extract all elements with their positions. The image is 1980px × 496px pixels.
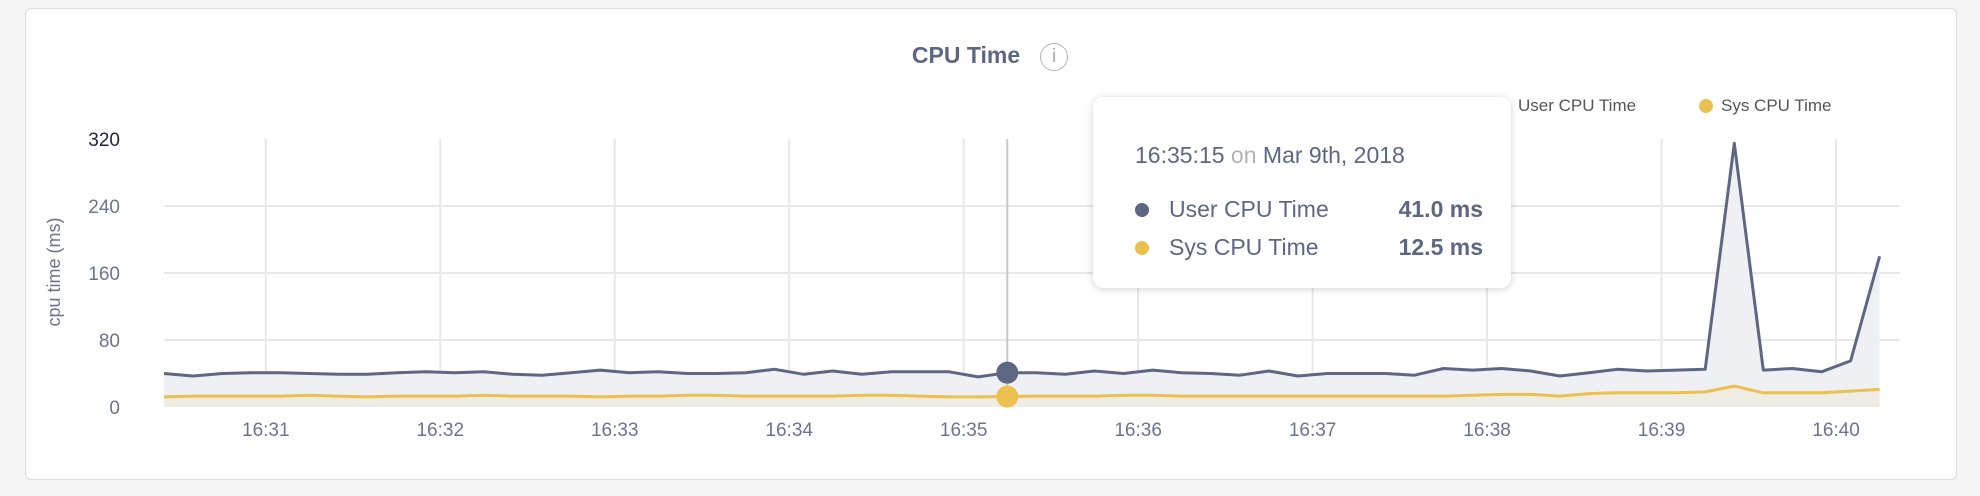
- hover-marker-sys: [996, 385, 1019, 408]
- y-tick-label: 0: [109, 398, 120, 419]
- sys-dot-icon: [1135, 240, 1149, 255]
- y-tick-label: 240: [88, 197, 120, 218]
- tooltip-user-value: 41.0 ms: [1398, 196, 1483, 222]
- x-tick-label: 16:35: [940, 420, 988, 441]
- tooltip-sys-label: Sys CPU Time: [1169, 234, 1319, 260]
- tooltip-row-sys: Sys CPU Time 12.5 ms: [1135, 234, 1483, 261]
- tooltip-on: on: [1230, 142, 1257, 168]
- series-line-user: [163, 141, 1882, 379]
- x-tick-label: 16:39: [1638, 420, 1686, 441]
- x-tick-label: 16:34: [765, 420, 813, 441]
- y-axis-label: cpu time (ms): [44, 217, 64, 326]
- legend-sys-label: Sys CPU Time: [1721, 96, 1832, 115]
- legend-item-sys[interactable]: Sys CPU Time: [1699, 96, 1832, 116]
- x-tick-label: 16:36: [1114, 420, 1162, 441]
- x-tick-label: 16:40: [1812, 420, 1860, 441]
- user-dot-icon: [1135, 202, 1149, 217]
- hover-tooltip: 16:35:15 on Mar 9th, 2018 User CPU Time …: [1093, 97, 1511, 288]
- tooltip-time: 16:35:15: [1135, 142, 1225, 168]
- x-tick-label: 16:38: [1463, 420, 1511, 441]
- info-circle-icon[interactable]: i: [1040, 42, 1069, 71]
- y-tick-label: 80: [99, 331, 120, 352]
- legend-item-user[interactable]: User CPU Time: [1496, 96, 1636, 116]
- tooltip-user-label: User CPU Time: [1169, 196, 1329, 222]
- series-area-user: [164, 143, 1880, 407]
- legend-sys-dot-icon: [1699, 99, 1713, 113]
- tooltip-sys-value: 12.5 ms: [1398, 234, 1483, 260]
- chart-title: CPU Time: [911, 42, 1021, 68]
- x-tick-label: 16:31: [242, 420, 290, 441]
- series-line-sys: [163, 384, 1880, 399]
- tooltip-date: Mar 9th, 2018: [1262, 142, 1405, 168]
- y-tick-label: 160: [88, 264, 120, 285]
- legend-user-label: User CPU Time: [1518, 96, 1637, 115]
- x-tick-label: 16:37: [1289, 420, 1337, 441]
- chart-title-row: CPU Time i: [0, 42, 1980, 71]
- hover-marker-user: [996, 361, 1019, 384]
- y-tick-label: 320: [88, 130, 120, 151]
- tooltip-header: 16:35:15 on Mar 9th, 2018: [1135, 142, 1405, 169]
- x-tick-label: 16:32: [416, 420, 464, 441]
- tooltip-row-user: User CPU Time 41.0 ms: [1135, 196, 1483, 223]
- x-tick-label: 16:33: [591, 420, 639, 441]
